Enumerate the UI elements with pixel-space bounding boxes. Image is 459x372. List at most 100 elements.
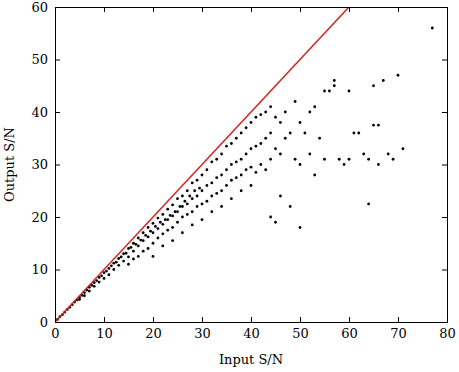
point [103, 277, 106, 280]
point [294, 100, 297, 103]
data-area [55, 7, 434, 322]
axis-line [56, 322, 448, 323]
tick: 60 [31, 0, 60, 15]
point [171, 215, 174, 218]
point [392, 158, 395, 161]
tick-label: 10 [96, 326, 113, 341]
point [240, 189, 243, 192]
tick: 10 [31, 262, 60, 277]
line [55, 7, 349, 322]
point [220, 153, 223, 156]
point [299, 163, 302, 166]
point [174, 210, 177, 213]
point [220, 174, 223, 177]
point [274, 147, 277, 150]
point [93, 285, 96, 288]
point [161, 232, 164, 235]
tick [349, 7, 350, 12]
tick-mark [349, 7, 350, 12]
tick: 70 [390, 317, 407, 341]
point [235, 176, 238, 179]
point [181, 216, 184, 219]
point [88, 290, 91, 293]
tick: 20 [31, 210, 60, 225]
tick [202, 7, 203, 12]
point [196, 179, 199, 182]
tick [442, 322, 447, 323]
point [323, 158, 326, 161]
point [245, 168, 248, 171]
tick [300, 7, 301, 12]
point [181, 205, 184, 208]
point [161, 223, 164, 226]
point [179, 205, 182, 208]
point [181, 195, 184, 198]
point [142, 250, 145, 253]
point [198, 187, 201, 190]
tick: 40 [31, 105, 60, 120]
chart: 010203040506070800102030405060Input S/NO… [0, 0, 459, 372]
point [235, 137, 238, 140]
point [186, 213, 189, 216]
tick [442, 60, 447, 61]
point [240, 174, 243, 177]
point [245, 126, 248, 129]
point [166, 218, 169, 221]
point [152, 231, 155, 234]
tick-label: 50 [31, 52, 48, 67]
tick: 60 [341, 317, 358, 341]
tick-label: 70 [390, 326, 407, 341]
x-axis-top [56, 7, 448, 12]
point [225, 145, 228, 148]
point [130, 246, 133, 249]
point [304, 132, 307, 135]
point [201, 189, 204, 192]
tick-mark [55, 217, 60, 218]
point [171, 204, 174, 207]
tick-label: 0 [51, 326, 59, 341]
tick-mark [153, 317, 154, 322]
tick-mark [398, 7, 399, 12]
point [147, 236, 150, 239]
point [338, 158, 341, 161]
point [299, 121, 302, 124]
point [103, 271, 106, 274]
point [137, 244, 140, 247]
tick-mark [442, 112, 447, 113]
point [161, 244, 164, 247]
point [215, 176, 218, 179]
point [313, 174, 316, 177]
point [105, 270, 108, 273]
point [127, 247, 130, 250]
point [210, 181, 213, 184]
point [333, 84, 336, 87]
point [255, 145, 258, 148]
point [318, 137, 321, 140]
point [235, 160, 238, 163]
point [279, 195, 282, 198]
tick-label: 20 [145, 326, 162, 341]
tick: 40 [243, 317, 260, 341]
tick-label: 60 [31, 0, 48, 15]
point [387, 153, 390, 156]
point [127, 263, 130, 266]
point [269, 105, 272, 108]
tick-mark [55, 322, 60, 323]
point [196, 205, 199, 208]
point [137, 237, 140, 240]
tick [442, 217, 447, 218]
point [367, 158, 370, 161]
point [122, 252, 125, 255]
point [431, 27, 434, 30]
tick-mark [153, 7, 154, 12]
tick-mark [55, 60, 60, 61]
tick-mark [251, 317, 252, 322]
tick-mark [202, 7, 203, 12]
tick-mark [104, 317, 105, 322]
tick [442, 165, 447, 166]
point [152, 255, 155, 258]
point [264, 168, 267, 171]
point [230, 163, 233, 166]
point [171, 226, 174, 229]
point [157, 237, 160, 240]
